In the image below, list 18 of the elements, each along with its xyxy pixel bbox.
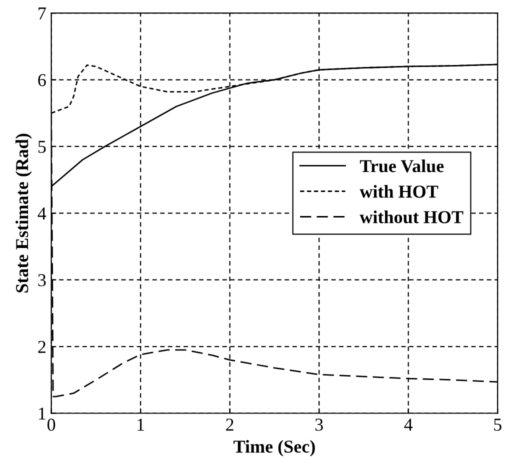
legend-label: with HOT bbox=[360, 185, 438, 198]
legend-label: True Value bbox=[360, 160, 444, 172]
y-axis-title: State Estimate (Rad) bbox=[15, 134, 32, 292]
y-tick-label: 6 bbox=[38, 74, 46, 86]
y-tick-label: 2 bbox=[38, 340, 46, 353]
x-tick-label: 5 bbox=[494, 418, 502, 431]
x-axis-title: Time (Sec) bbox=[234, 440, 315, 456]
x-tick-label: 4 bbox=[404, 418, 413, 431]
legend-label: without HOT bbox=[360, 210, 464, 224]
y-tick-label: 7 bbox=[38, 8, 46, 20]
y-tick-label: 5 bbox=[38, 140, 46, 153]
x-tick-label: 1 bbox=[138, 418, 144, 431]
x-tick-label: 2 bbox=[226, 418, 234, 431]
y-tick-label: 4 bbox=[38, 208, 46, 220]
y-tick-label: 1 bbox=[39, 408, 46, 420]
x-tick-label: 0 bbox=[47, 418, 56, 431]
x-tick-label: 3 bbox=[315, 418, 323, 431]
y-tick-label: 3 bbox=[38, 274, 46, 286]
